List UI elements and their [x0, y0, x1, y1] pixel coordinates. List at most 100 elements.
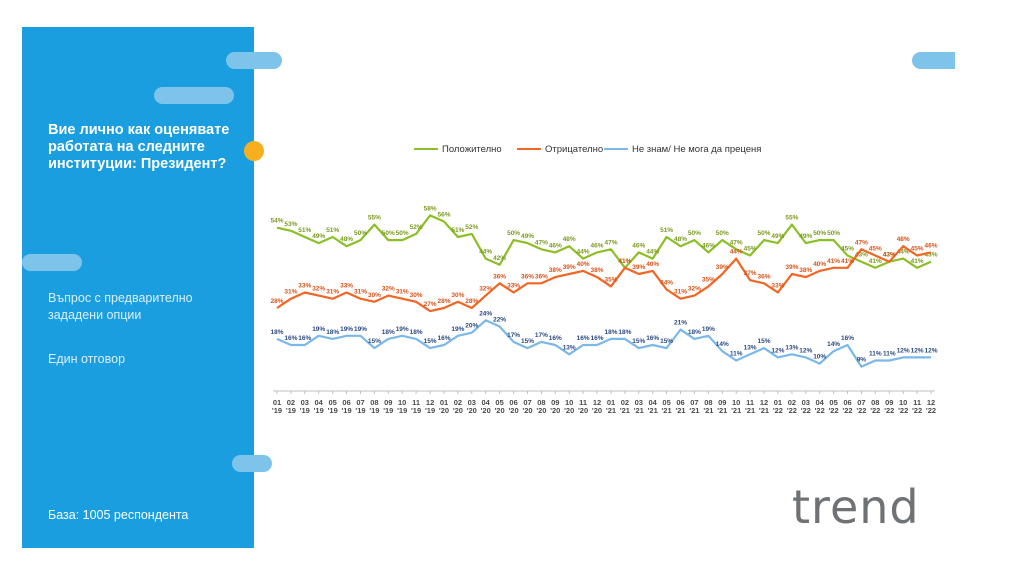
series-3-value-label: 16% [590, 335, 603, 342]
series-1-value-label: 48% [340, 236, 353, 243]
series-3-value-label: 16% [841, 335, 854, 342]
series-3-value-label: 11% [869, 351, 882, 358]
series-3-value-label: 18% [326, 329, 339, 336]
series-1-value-label: 50% [827, 230, 840, 237]
series-1-value-label: 58% [424, 205, 437, 212]
x-tick-label: 12'20 [592, 398, 602, 415]
series-3-value-label: 18% [618, 329, 631, 336]
series-1-value-label: 54% [270, 218, 283, 225]
series-3-value-label: 17% [535, 332, 548, 339]
series-2-value-label: 36% [493, 273, 506, 280]
x-tick-label: 06'21 [675, 398, 685, 415]
series-3-value-label: 12% [924, 347, 937, 354]
series-3-value-label: 19% [340, 326, 353, 333]
x-tick-label: 08'22 [870, 398, 880, 415]
series-2-value-label: 35% [604, 276, 617, 283]
x-tick-label: 03'21 [634, 398, 644, 415]
answer-type-note: Един отговор [48, 352, 126, 366]
series-1-value-label: 47% [535, 239, 548, 246]
series-1-value-label: 53% [284, 221, 297, 228]
series-2-line [276, 245, 932, 313]
series-2-value-label: 41% [618, 258, 631, 265]
decorative-pill-right [912, 52, 955, 69]
series-2-value-label: 38% [590, 267, 603, 274]
series-1-value-label: 43% [924, 252, 937, 259]
series-3-value-label: 11% [730, 351, 743, 358]
x-tick-label: 12'22 [926, 398, 936, 415]
series-2-value-label: 41% [827, 258, 840, 265]
x-tick-label: 03'20 [467, 398, 477, 415]
x-tick-label: 02'20 [453, 398, 463, 415]
series-3-value-label: 15% [424, 338, 437, 345]
x-tick-label: 10'19 [397, 398, 407, 415]
x-tick-label: 09'19 [383, 398, 393, 415]
series-3-value-label: 15% [632, 338, 645, 345]
series-3-value-label: 19% [396, 326, 409, 333]
series-3-value-label: 18% [410, 329, 423, 336]
x-tick-label: 04'19 [314, 398, 324, 415]
series-2-value-label: 30% [451, 292, 464, 299]
series-2-value-label: 33% [507, 283, 520, 290]
x-tick-label: 11'22 [912, 398, 922, 415]
series-1-value-label: 47% [730, 239, 743, 246]
series-1-value-label: 51% [298, 227, 311, 234]
series-3-value-label: 16% [298, 335, 311, 342]
series-2-value-label: 30% [410, 292, 423, 299]
series-3-value-label: 9% [857, 357, 867, 364]
series-1-value-label: 49% [521, 233, 534, 240]
series-3-value-label: 15% [368, 338, 381, 345]
slide: Вие лично как оценявате работата на след… [22, 27, 955, 548]
x-tick-label: 10'20 [564, 398, 574, 415]
series-1-value-label: 50% [716, 230, 729, 237]
series-1-value-label: 51% [660, 227, 673, 234]
series-1-value-label: 44% [577, 249, 590, 256]
series-1-value-label: 46% [590, 242, 603, 249]
series-2-value-label: 33% [340, 283, 353, 290]
series-2-value-label: 35% [702, 276, 715, 283]
series-3-value-label: 16% [549, 335, 562, 342]
series-1-value-label: 44% [479, 249, 492, 256]
x-tick-label: 03'19 [300, 398, 310, 415]
x-tick-label: 04'22 [815, 398, 825, 415]
x-tick-label: 06'20 [509, 398, 519, 415]
series-1-value-label: 41% [911, 258, 924, 265]
series-3-value-label: 12% [911, 347, 924, 354]
decorative-dot [244, 141, 264, 161]
series-3-value-label: 20% [465, 323, 478, 330]
series-1-value-label: 48% [563, 236, 576, 243]
x-tick-label: 08'19 [369, 398, 379, 415]
x-tick-label: 04'21 [648, 398, 658, 415]
series-1-value-label: 46% [549, 242, 562, 249]
x-tick-label: 03'22 [801, 398, 811, 415]
x-tick-label: 11'21 [745, 398, 755, 415]
decorative-pill-middle [22, 254, 82, 271]
series-1-line [276, 214, 932, 269]
x-tick-label: 02'22 [787, 398, 797, 415]
series-2-value-label: 36% [757, 273, 770, 280]
x-tick-label: 11'19 [411, 398, 421, 415]
series-3-value-label: 19% [354, 326, 367, 333]
series-3-value-label: 14% [827, 341, 840, 348]
series-2-value-label: 34% [660, 280, 673, 287]
series-3-value-label: 21% [674, 320, 687, 327]
series-1-value-label: 50% [757, 230, 770, 237]
question-type-note: Въпрос с предварително зададени опции [48, 291, 193, 322]
sample-base: База: 1005 респондента [48, 508, 189, 522]
series-3-value-label: 11% [883, 351, 896, 358]
series-1-value-label: 47% [604, 239, 617, 246]
series-2-value-label: 39% [785, 264, 798, 271]
series-3-value-label: 12% [799, 347, 812, 354]
x-tick-label: 09'21 [717, 398, 727, 415]
series-1-value-label: 50% [354, 230, 367, 237]
series-2-value-label: 32% [382, 286, 395, 293]
decorative-pill-upper [154, 87, 234, 104]
series-3-value-label: 13% [563, 344, 576, 351]
x-tick-label: 12'19 [425, 398, 435, 415]
series-3-value-label: 13% [744, 344, 757, 351]
series-2-value-label: 33% [298, 283, 311, 290]
series-1-value-label: 52% [410, 224, 423, 231]
series-2-value-label: 31% [326, 289, 339, 296]
series-1-value-label: 45% [744, 246, 757, 253]
series-2-value-label: 39% [563, 264, 576, 271]
